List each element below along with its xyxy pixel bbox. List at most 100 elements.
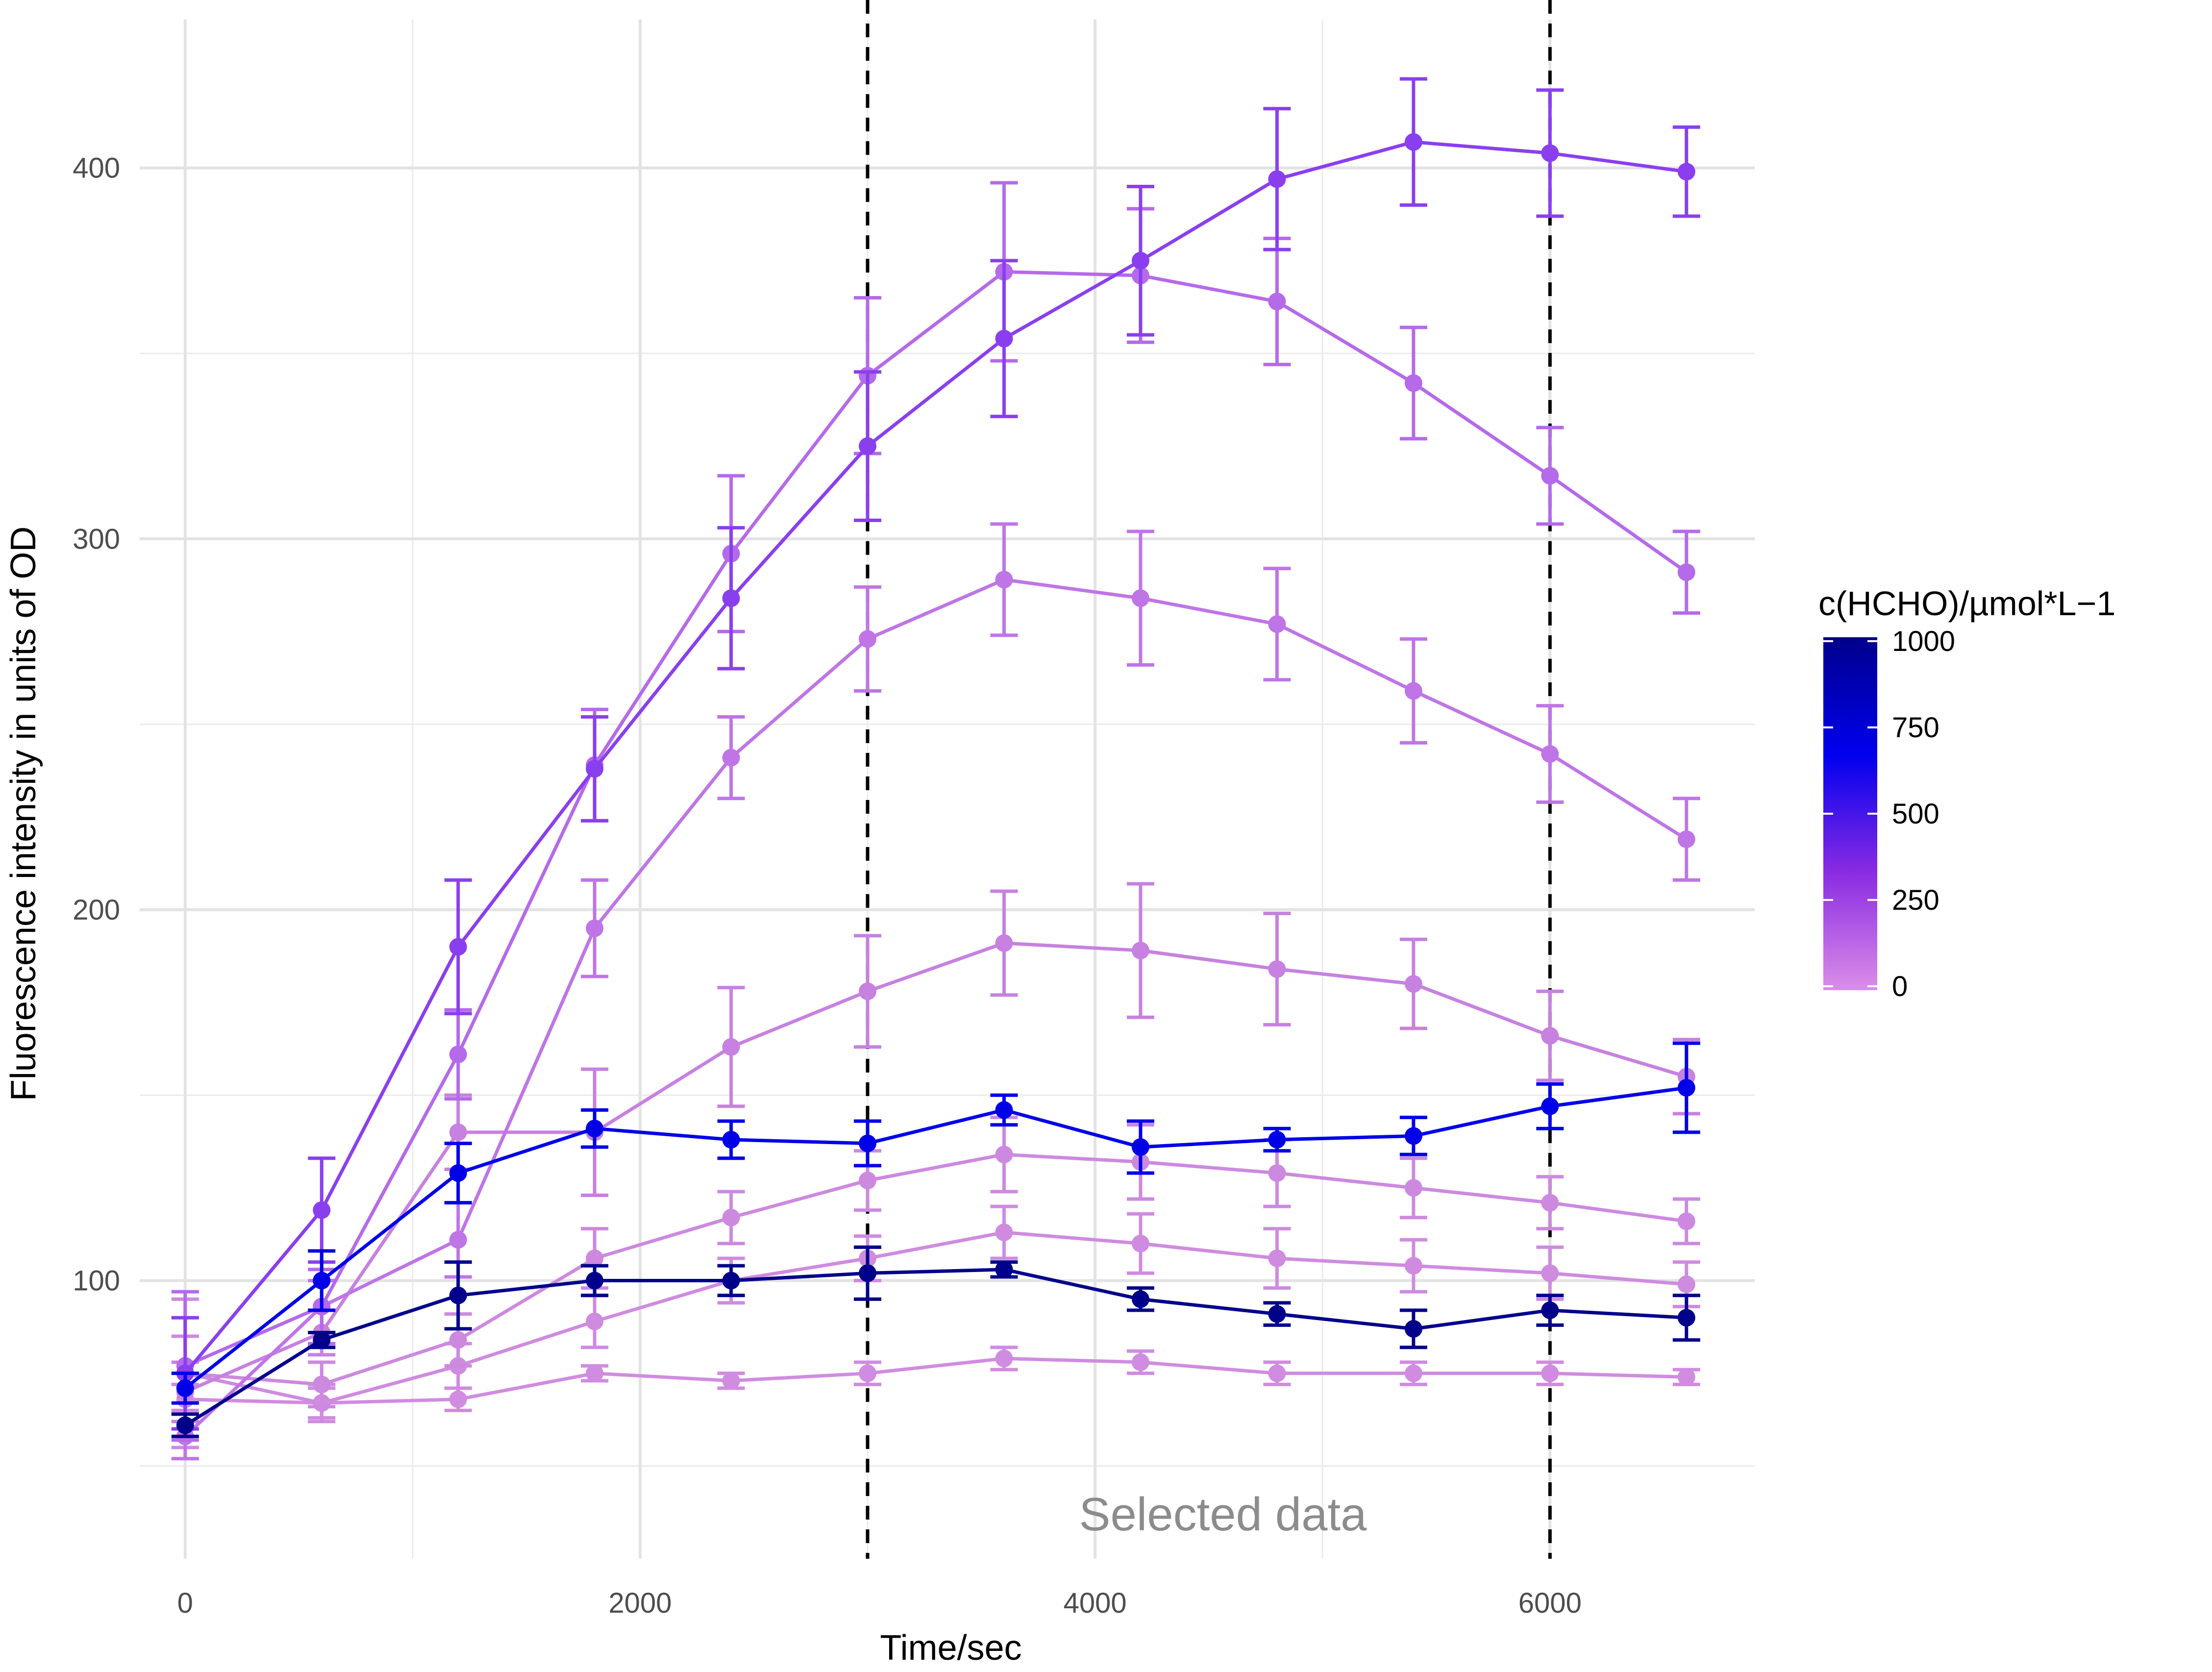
data-point	[859, 1172, 877, 1190]
data-point	[995, 571, 1013, 589]
data-point	[1404, 1364, 1422, 1382]
series-100	[171, 522, 1700, 1461]
data-point	[722, 1272, 740, 1290]
series-line	[185, 1230, 1687, 1405]
series-150	[171, 181, 1700, 1442]
data-point	[1404, 1320, 1422, 1338]
data-point	[995, 934, 1013, 952]
color-legend: c(HCHO)/µmol*L−1 1000 750 500 250 0	[1818, 584, 2115, 1002]
data-point	[449, 1164, 467, 1182]
data-point	[1268, 1305, 1286, 1323]
series-line	[184, 270, 1688, 1368]
series-line	[185, 1356, 1687, 1405]
legend-tick-label: 1000	[1892, 625, 1955, 657]
data-point	[1131, 1234, 1149, 1252]
y-axis-title: Fluorescence intensity in units of OD	[4, 526, 43, 1101]
data-point	[1677, 1212, 1695, 1230]
data-point	[1131, 1290, 1149, 1308]
data-point	[449, 1045, 467, 1063]
legend-tick-label: 750	[1892, 712, 1939, 744]
data-point	[1404, 1257, 1422, 1275]
data-point	[1541, 1194, 1559, 1212]
y-tick-label: 100	[73, 1265, 120, 1297]
data-point	[995, 1146, 1013, 1164]
data-point	[859, 982, 877, 1000]
data-point	[1677, 1275, 1695, 1294]
y-tick-label: 200	[73, 894, 120, 926]
x-tick-label: 4000	[1064, 1587, 1127, 1619]
data-point	[449, 1286, 467, 1304]
data-point	[1131, 1353, 1149, 1371]
y-tick-label: 300	[73, 523, 120, 555]
data-point	[722, 1131, 740, 1149]
data-point	[449, 1123, 467, 1141]
data-point	[1131, 942, 1149, 960]
data-point	[1541, 1364, 1559, 1382]
series-15	[171, 1204, 1700, 1449]
data-point	[1541, 467, 1559, 485]
legend-tick-label: 500	[1892, 798, 1939, 830]
series-layer	[171, 77, 1700, 1461]
legend-tick-label: 250	[1892, 884, 1939, 916]
y-tick-labels: 100 200 300 400	[73, 152, 120, 1297]
series-line	[184, 578, 1688, 1438]
x-tick-label: 2000	[608, 1587, 671, 1619]
data-point	[1268, 293, 1286, 311]
data-point	[1404, 975, 1422, 993]
series-line	[184, 1268, 1687, 1427]
data-point	[1677, 830, 1695, 848]
data-point	[449, 1390, 467, 1408]
data-point	[1268, 615, 1286, 633]
series-line	[184, 941, 1687, 1394]
data-point	[1404, 682, 1422, 700]
data-point	[1404, 133, 1422, 151]
data-point	[1541, 1301, 1559, 1320]
data-point	[586, 919, 604, 937]
data-point	[1404, 1127, 1422, 1145]
legend-title: c(HCHO)/µmol*L−1	[1818, 584, 2115, 623]
data-point	[586, 1312, 604, 1330]
data-point	[1268, 1131, 1286, 1149]
data-point	[1268, 1364, 1286, 1382]
data-point	[1268, 170, 1286, 188]
series-line	[184, 140, 1687, 1374]
data-point	[586, 1272, 604, 1290]
data-point	[1404, 1179, 1422, 1197]
data-point	[722, 1208, 740, 1226]
data-point	[1677, 1368, 1695, 1386]
data-point	[1541, 1097, 1559, 1115]
series-250	[171, 77, 1700, 1431]
data-point	[449, 1331, 467, 1349]
legend-tick-label: 0	[1892, 971, 1908, 1002]
data-point	[995, 1223, 1013, 1242]
data-point	[313, 1331, 331, 1349]
data-point	[1268, 1249, 1286, 1268]
data-point	[722, 1372, 740, 1390]
series-line	[185, 1152, 1687, 1386]
data-point	[586, 1120, 604, 1138]
series-line	[184, 1086, 1687, 1390]
data-point	[1541, 1027, 1559, 1045]
data-point	[1131, 251, 1149, 270]
data-point	[1677, 563, 1695, 581]
data-point	[722, 1038, 740, 1056]
data-point	[995, 1101, 1013, 1119]
y-tick-label: 400	[73, 152, 120, 184]
data-point	[586, 760, 604, 778]
data-point	[1268, 1164, 1286, 1182]
data-point	[1677, 1309, 1695, 1327]
series-500	[171, 1041, 1700, 1405]
data-point	[1677, 163, 1695, 181]
data-point	[995, 1349, 1013, 1368]
data-point	[995, 1260, 1013, 1278]
data-point	[859, 630, 877, 648]
data-point	[859, 1364, 877, 1382]
x-tick-labels: 0 2000 4000 6000	[177, 1587, 1582, 1619]
data-point	[859, 1134, 877, 1152]
series-50	[171, 882, 1700, 1423]
x-tick-label: 0	[177, 1587, 193, 1619]
data-point	[1404, 374, 1422, 392]
data-point	[995, 329, 1013, 348]
data-point	[449, 1231, 467, 1249]
